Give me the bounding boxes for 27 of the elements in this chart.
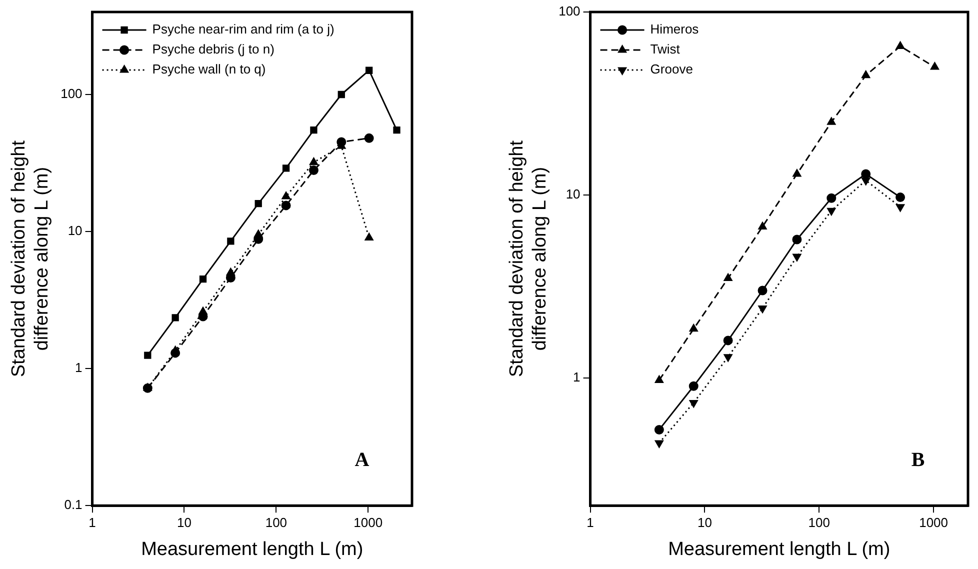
x-axis-title: Measurement length L (m) bbox=[668, 538, 890, 560]
x-tick-label: 100 bbox=[265, 514, 288, 530]
y-tick-label: 0.1 bbox=[64, 497, 82, 512]
legend-label: Psyche debris (j to n) bbox=[152, 42, 274, 57]
y-tick-label: 10 bbox=[566, 186, 580, 202]
y-tick-label: 100 bbox=[60, 86, 82, 102]
legend-label: Psyche near-rim and rim (a to j) bbox=[152, 22, 334, 37]
y-axis-title: Standard deviation of height difference along L (m) bbox=[506, 140, 550, 378]
x-tick-label: 100 bbox=[808, 514, 830, 530]
y-tick-label: 100 bbox=[558, 4, 580, 19]
x-tick-label: 10 bbox=[697, 514, 712, 530]
y-tick-label: 1 bbox=[573, 369, 580, 384]
legend-label: Psyche wall (n to q) bbox=[152, 62, 266, 77]
annotation: A bbox=[354, 448, 370, 471]
y-axis-title: Standard deviation of height difference along L (m) bbox=[8, 140, 52, 378]
x-tick-label: 10 bbox=[177, 514, 192, 530]
y-tick-label: 10 bbox=[68, 223, 82, 238]
annotation: B bbox=[911, 448, 925, 471]
x-tick-label: 1 bbox=[88, 514, 96, 530]
legend-label: Twist bbox=[650, 42, 680, 57]
x-tick-label: 1000 bbox=[919, 514, 948, 530]
x-axis-title: Measurement length L (m) bbox=[141, 538, 364, 560]
x-tick-label: 1 bbox=[586, 514, 594, 530]
y-tick-label: 1 bbox=[75, 360, 82, 376]
legend-label: Himeros bbox=[650, 22, 700, 37]
legend-label: Groove bbox=[650, 62, 693, 77]
x-tick-label: 1000 bbox=[354, 514, 383, 530]
